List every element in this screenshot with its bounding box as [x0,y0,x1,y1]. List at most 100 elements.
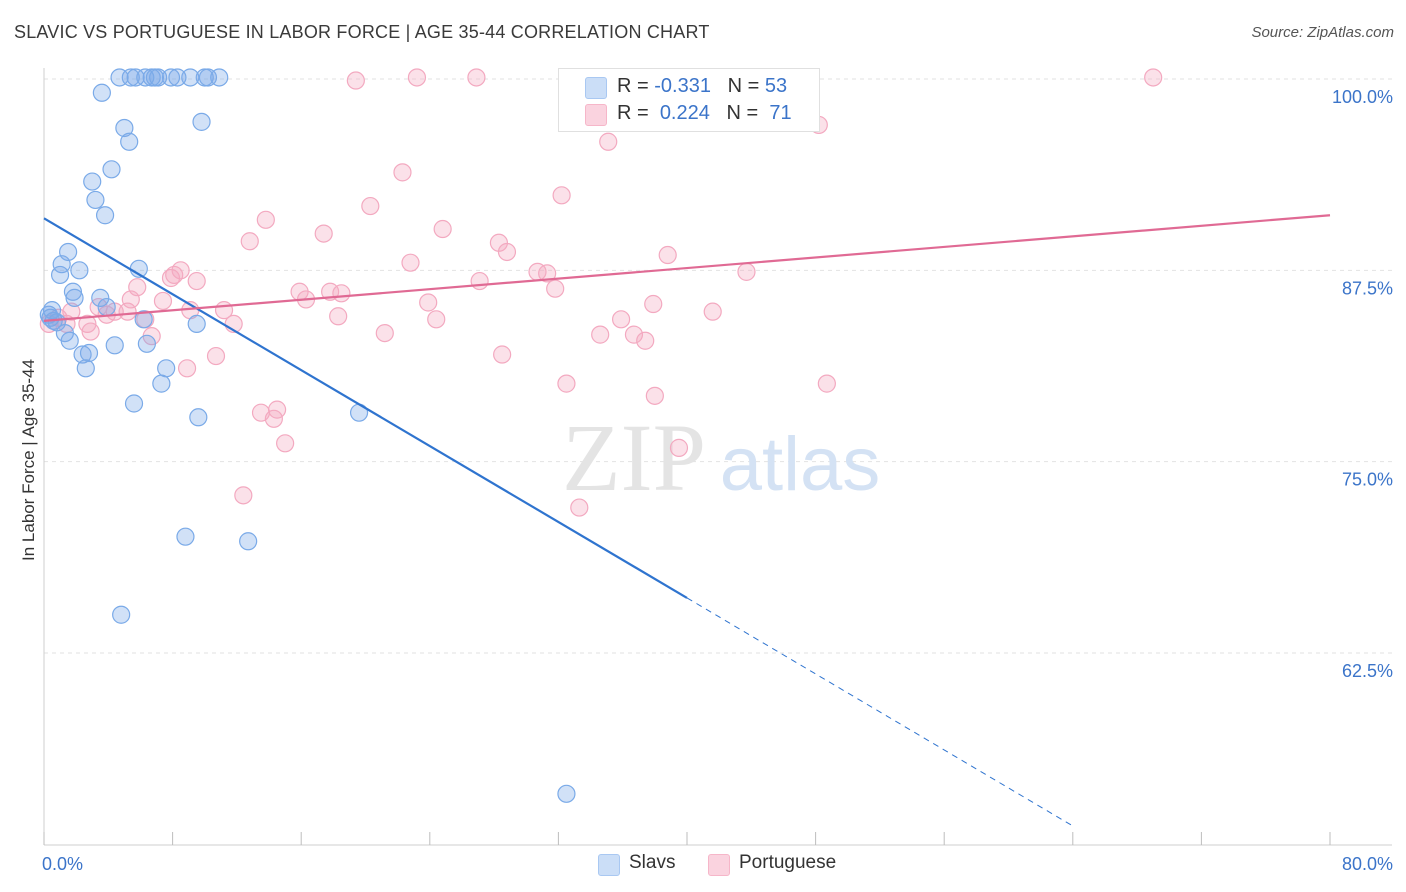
point-portuguese [644,294,663,314]
point-portuguese [206,346,226,366]
point-slavs [79,343,99,363]
trend-line-slavs-extension [686,597,1074,827]
point-slavs [76,359,95,378]
grid-lines [44,78,1392,654]
point-portuguese [538,264,557,283]
legend-n-value: 53 [764,75,788,97]
point-portuguese [407,68,427,87]
x-tick-label: 0.0% [42,854,83,874]
legend-swatch-slavs [585,77,607,99]
point-portuguese [611,310,631,329]
point-slavs [59,242,78,262]
point-portuguese [361,196,380,216]
point-slavs [149,68,168,87]
legend-n-value: 71 [769,102,792,124]
point-slavs [210,68,229,87]
point-slavs [168,68,187,87]
point-portuguese [427,310,446,329]
point-slavs [161,68,181,87]
point-slavs [102,160,121,179]
tick-labels: 100.0% 87.5% 75.0% 62.5% 0.0% 80.0% [42,87,1393,874]
bottom-legend-label-portuguese: Portuguese [739,852,837,873]
point-slavs [91,288,110,307]
point-portuguese [658,245,677,265]
legend-r-label: R = [617,102,655,124]
point-portuguese [375,323,394,343]
point-portuguese [165,265,184,285]
watermark: ZIP atlas [562,404,880,511]
point-slavs [189,408,208,427]
point-portuguese [493,345,512,364]
point-slavs [126,68,145,87]
point-portuguese [81,322,100,341]
point-portuguese [624,325,644,344]
point-portuguese [329,307,348,326]
point-slavs [136,68,155,87]
point-portuguese [817,374,836,393]
point-portuguese [669,438,689,457]
point-slavs [192,112,211,131]
legend-swatch-portuguese [585,104,607,126]
point-portuguese [737,262,756,281]
bottom-legend-swatch-portuguese [708,854,730,876]
point-portuguese [187,271,206,291]
point-slavs [60,331,79,350]
legend-n-label: N = [726,102,764,124]
point-portuguese [393,163,412,182]
axes [43,68,1392,846]
point-portuguese [467,68,486,87]
watermark-atlas: atlas [720,422,881,507]
point-portuguese [645,386,664,405]
point-portuguese [497,242,517,262]
point-portuguese [171,261,190,280]
point-slavs [115,118,134,138]
point-slavs [73,345,92,364]
point-slavs [83,172,102,191]
point-slavs [181,68,200,87]
y-tick-label: 62.5% [1342,661,1393,681]
point-portuguese [161,268,181,288]
legend-r-value: -0.331 [654,75,711,97]
y-tick-label: 75.0% [1342,470,1393,490]
y-tick-label: 87.5% [1342,278,1393,298]
point-slavs [124,394,144,413]
point-slavs [187,314,206,334]
point-slavs [86,190,105,210]
point-portuguese [419,293,438,312]
bottom-legend-label-slavs: Slavs [629,852,676,873]
point-portuguese [470,271,489,291]
point-portuguese [599,132,618,151]
point-slavs [137,334,156,353]
point-slavs [121,68,140,87]
point-portuguese [267,400,287,419]
y-axis-label: In Labor Force | Age 35-44 [19,359,38,561]
point-portuguese [153,291,173,311]
point-portuguese [234,486,253,505]
point-slavs [41,308,60,327]
point-slavs [63,282,83,301]
point-portuguese [433,219,452,239]
point-slavs [157,359,176,378]
point-portuguese [256,210,275,229]
point-portuguese [557,374,576,393]
source-label: Source: ZipAtlas.com [1251,24,1394,41]
point-portuguese [546,279,565,298]
data-points [39,68,1163,803]
y-tick-label: 100.0% [1332,87,1393,107]
point-portuguese [177,359,197,378]
point-portuguese [240,232,259,251]
legend-n-label: N = [727,75,765,97]
point-slavs [152,374,171,393]
point-slavs [112,605,131,624]
point-slavs [239,532,258,551]
point-slavs [176,527,195,546]
point-slavs [97,297,116,317]
point-portuguese [591,325,610,344]
bottom-legend-swatch-slavs [598,854,620,876]
point-slavs [70,261,89,280]
point-portuguese [703,302,722,321]
watermark-zip: ZIP [562,404,706,511]
point-portuguese [1144,68,1163,87]
point-slavs [95,206,115,225]
